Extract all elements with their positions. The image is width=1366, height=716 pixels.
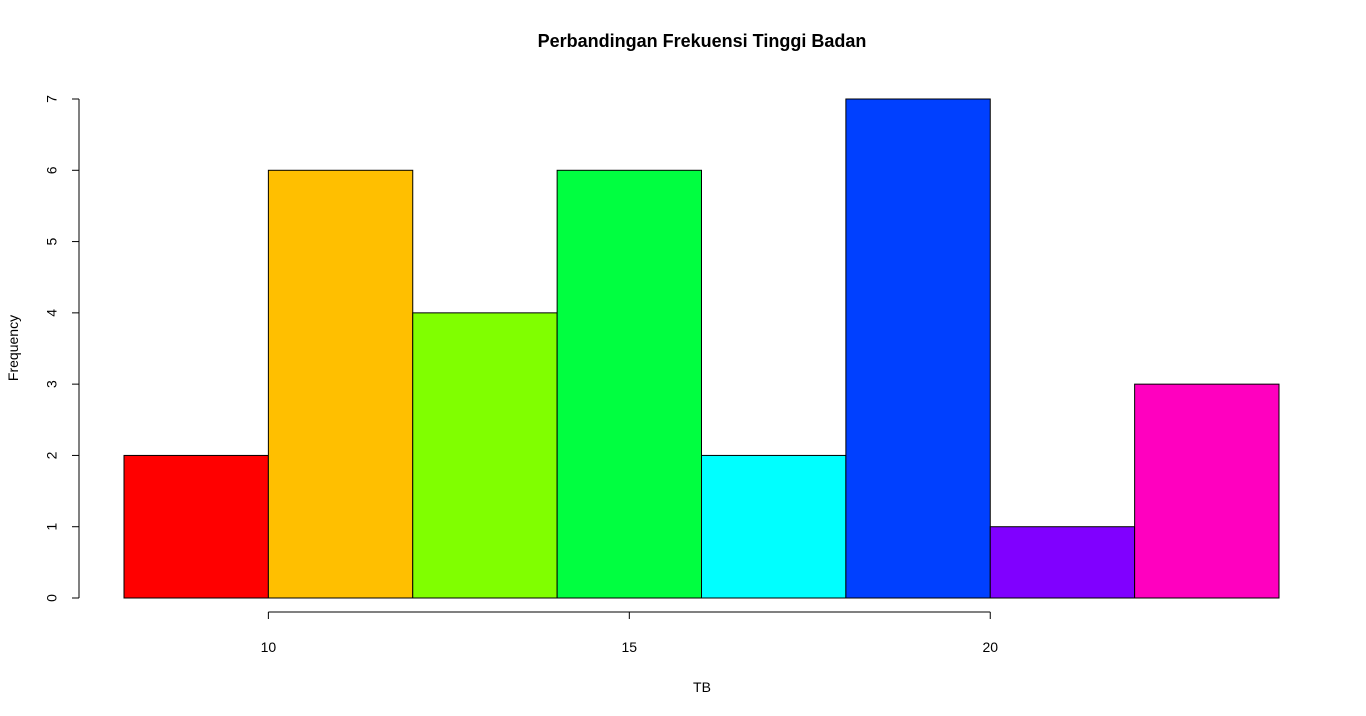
x-axis-label: TB	[693, 679, 711, 695]
x-tick-label: 20	[982, 639, 998, 655]
y-tick-label: 5	[44, 237, 60, 245]
y-tick-label: 3	[44, 380, 60, 388]
histogram-bar-7	[989, 526, 1136, 599]
x-tick-label: 15	[622, 639, 638, 655]
histogram-bar-3	[412, 312, 558, 599]
y-tick-label: 1	[44, 523, 60, 531]
bars-group	[123, 98, 1280, 599]
x-tick-label: 10	[261, 639, 277, 655]
histogram-bar-6	[845, 98, 991, 599]
x-axis: 10 15 20	[261, 611, 998, 655]
y-tick-label: 4	[44, 309, 60, 317]
histogram-bar-1	[123, 454, 269, 599]
histogram-bar-4	[556, 169, 702, 599]
y-tick-label: 7	[44, 95, 60, 103]
histogram-bar-2	[267, 169, 414, 599]
y-tick-label: 2	[44, 451, 60, 459]
y-axis-label: Frequency	[5, 315, 21, 381]
histogram-bar-5	[701, 454, 847, 599]
chart-title: Perbandingan Frekuensi Tinggi Badan	[538, 31, 867, 51]
y-tick-label: 0	[44, 594, 60, 602]
histogram-bar-8	[1134, 383, 1280, 599]
y-axis: 0 1 2 3 4 5 6 7	[44, 95, 80, 602]
y-tick-label: 6	[44, 166, 60, 174]
